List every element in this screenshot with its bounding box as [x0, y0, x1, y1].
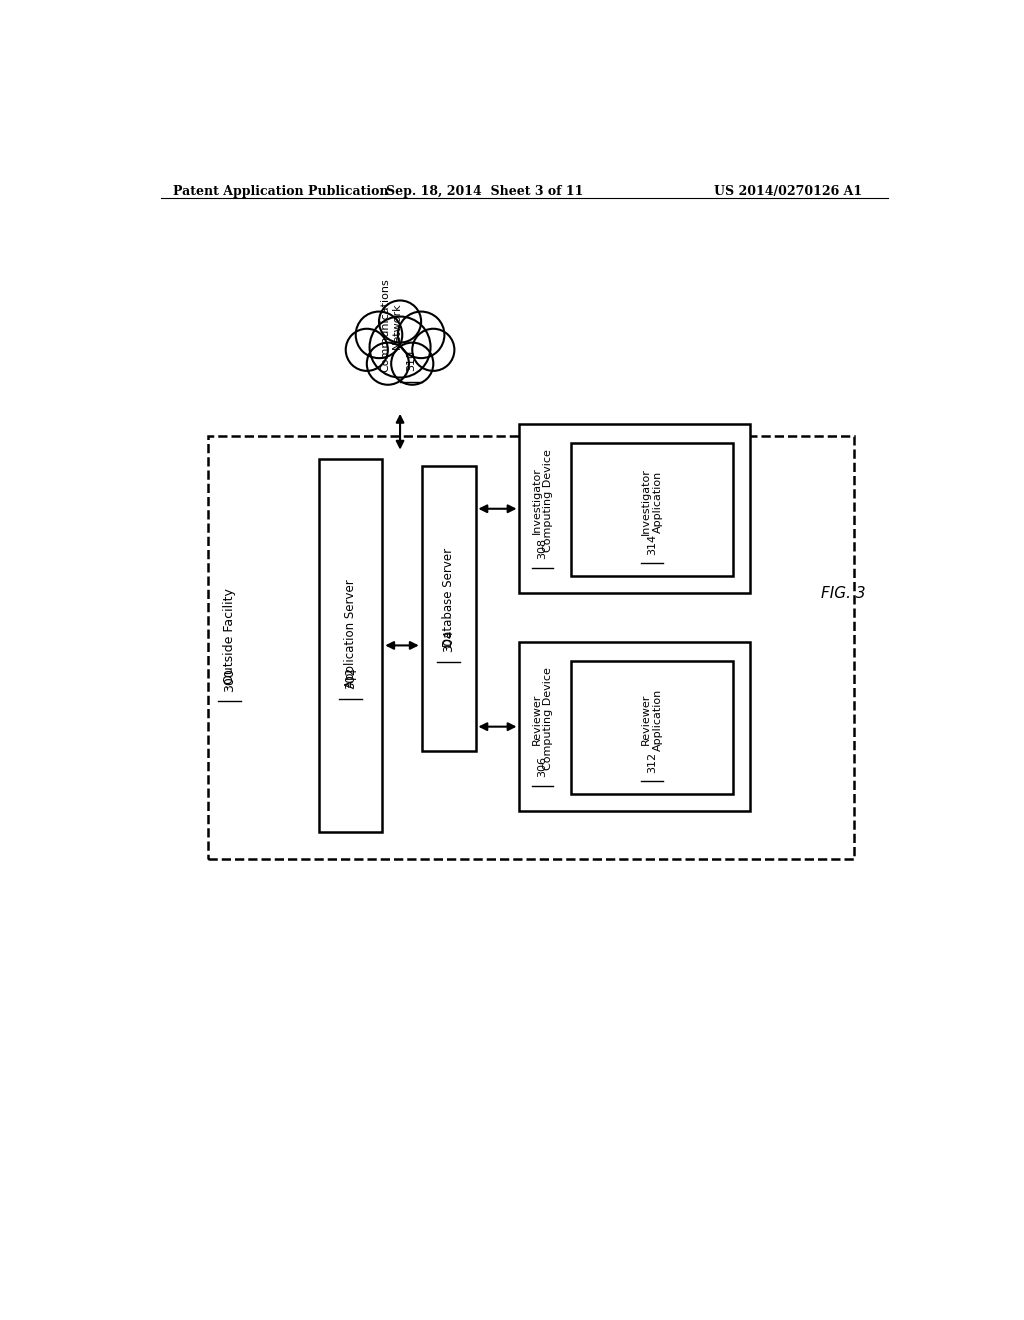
- Circle shape: [391, 343, 433, 384]
- Text: Sep. 18, 2014  Sheet 3 of 11: Sep. 18, 2014 Sheet 3 of 11: [386, 185, 584, 198]
- Text: 302: 302: [344, 667, 357, 689]
- Text: Database Server: Database Server: [442, 548, 455, 647]
- Text: 304: 304: [442, 630, 455, 652]
- Text: Communications
Network: Communications Network: [380, 279, 401, 372]
- Text: FIG. 3: FIG. 3: [821, 586, 866, 601]
- Text: Patent Application Publication: Patent Application Publication: [173, 185, 388, 198]
- Circle shape: [346, 329, 388, 371]
- FancyBboxPatch shape: [519, 424, 751, 594]
- Circle shape: [398, 312, 444, 358]
- Text: 310: 310: [406, 350, 416, 371]
- Circle shape: [355, 312, 402, 358]
- FancyBboxPatch shape: [571, 661, 733, 793]
- Text: Investigator
Application: Investigator Application: [641, 469, 663, 535]
- Text: Outside Facility: Outside Facility: [222, 587, 236, 684]
- Text: 314: 314: [647, 533, 656, 554]
- Text: Reviewer
Computing Device: Reviewer Computing Device: [531, 668, 553, 771]
- Text: Reviewer
Application: Reviewer Application: [641, 689, 663, 751]
- FancyBboxPatch shape: [519, 642, 751, 812]
- Text: US 2014/0270126 A1: US 2014/0270126 A1: [714, 185, 862, 198]
- FancyBboxPatch shape: [319, 459, 382, 832]
- Text: 300: 300: [222, 668, 236, 692]
- FancyBboxPatch shape: [422, 466, 475, 751]
- Circle shape: [413, 329, 455, 371]
- Text: 306: 306: [538, 756, 548, 777]
- Circle shape: [370, 317, 430, 378]
- Circle shape: [379, 301, 421, 343]
- Text: Application Server: Application Server: [344, 579, 357, 688]
- Text: 312: 312: [647, 751, 656, 772]
- Circle shape: [367, 343, 409, 384]
- Text: Investigator
Computing Device: Investigator Computing Device: [531, 450, 553, 553]
- FancyBboxPatch shape: [208, 436, 854, 859]
- Text: 308: 308: [538, 539, 548, 560]
- FancyBboxPatch shape: [571, 444, 733, 576]
